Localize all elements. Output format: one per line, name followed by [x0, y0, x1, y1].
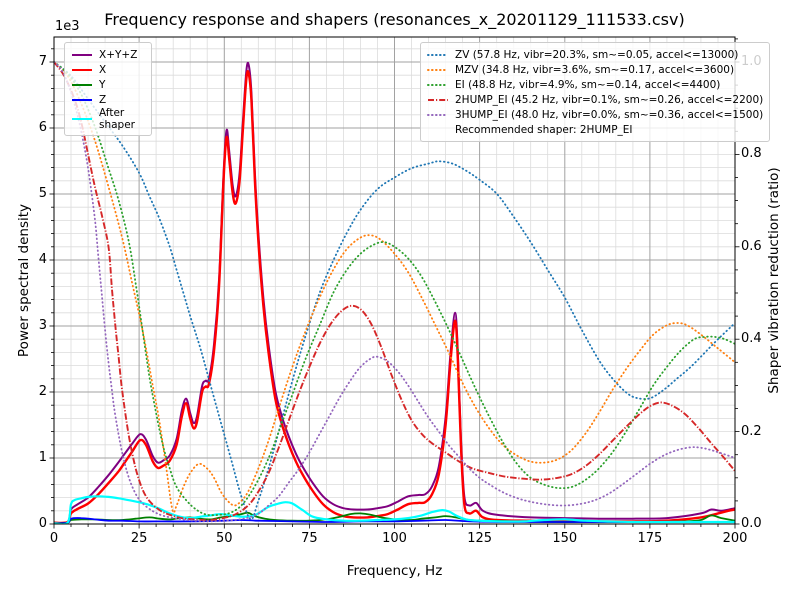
series-2hump-ei — [54, 61, 735, 522]
x-tick-label: 50 — [215, 531, 233, 546]
legend-line-swatch-icon — [72, 68, 92, 71]
y-left-tick-label: 5 — [38, 186, 47, 201]
x-tick-label: 25 — [130, 531, 148, 546]
legend-item: Z — [71, 92, 145, 107]
legend-line-swatch-icon — [427, 53, 449, 56]
legend-item-label: Z — [99, 93, 107, 106]
legend-line-swatch-icon — [427, 83, 449, 86]
legend-item-label: 3HUMP_EI (48.0 Hz, vibr=0.0%, sm~=0.36, … — [455, 108, 764, 121]
series-zv — [54, 61, 735, 521]
legend-item: ZV (57.8 Hz, vibr=20.3%, sm~=0.05, accel… — [427, 47, 763, 62]
legend-line-swatch-icon — [72, 53, 92, 56]
legend-line-swatch-icon — [427, 113, 449, 116]
legend-item: X — [71, 62, 145, 77]
legend-item: EI (48.8 Hz, vibr=4.9%, sm~=0.14, accel<… — [427, 77, 763, 92]
y-left-tick-label: 4 — [38, 252, 47, 267]
x-tick-label: 150 — [552, 531, 578, 546]
legend-shapers: ZV (57.8 Hz, vibr=20.3%, sm~=0.05, accel… — [420, 42, 771, 142]
series-after-shaper — [54, 495, 735, 524]
x-tick-label: 175 — [637, 531, 663, 546]
y-left-tick-label: 1 — [38, 450, 47, 465]
legend-item-label: EI (48.8 Hz, vibr=4.9%, sm~=0.14, accel<… — [455, 78, 721, 91]
legend-item: X+Y+Z — [71, 47, 145, 62]
x-tick-label: 125 — [467, 531, 493, 546]
y-right-tick-label: 0.6 — [741, 238, 762, 254]
legend-item: After shaper — [71, 107, 145, 131]
legend-line-swatch-icon — [72, 118, 92, 120]
x-tick-label: 0 — [49, 531, 59, 546]
y-left-tick-label: 7 — [38, 54, 47, 69]
legend-item-label: Y — [99, 78, 106, 91]
y-right-tick-label: 0.0 — [741, 516, 762, 531]
axis-ticks — [49, 38, 740, 529]
legend-item: 2HUMP_EI (45.2 Hz, vibr=0.1%, sm~=0.26, … — [427, 92, 763, 107]
series-z — [54, 517, 735, 524]
y-left-tick-label: 2 — [38, 384, 47, 399]
y-right-tick-label: 0.2 — [741, 423, 762, 439]
series-x — [54, 70, 735, 524]
legend-item-label: X+Y+Z — [99, 48, 138, 61]
y-right-tick-label: 0.4 — [741, 331, 762, 347]
x-tick-label: 75 — [301, 531, 318, 546]
x-tick-label: 200 — [722, 531, 748, 546]
y-right-tick-label: 0.8 — [741, 146, 762, 162]
curves — [54, 61, 735, 524]
legend-line-swatch-icon — [428, 98, 448, 101]
series-ei — [54, 61, 735, 517]
x-tick-label: 100 — [382, 531, 407, 546]
legend-item-label: X — [99, 63, 107, 76]
x-axis-label: Frequency, Hz — [346, 563, 443, 579]
legend-item-label: 2HUMP_EI (45.2 Hz, vibr=0.1%, sm~=0.26, … — [455, 93, 764, 106]
legend-item-label: Recommended shaper: 2HUMP_EI — [455, 123, 633, 136]
legend-psd: X+Y+Z X Y Z After shaper — [64, 42, 152, 136]
legend-item: Recommended shaper: 2HUMP_EI — [427, 122, 763, 137]
y-left-tick-label: 6 — [38, 120, 47, 135]
legend-item: 3HUMP_EI (48.0 Hz, vibr=0.0%, sm~=0.36, … — [427, 107, 763, 122]
legend-line-swatch-icon — [72, 83, 92, 86]
legend-item-label: ZV (57.8 Hz, vibr=20.3%, sm~=0.05, accel… — [455, 48, 739, 61]
legend-item: Y — [71, 77, 145, 92]
legend-line-swatch-icon — [427, 68, 449, 71]
y-left-tick-label: 0 — [38, 516, 47, 531]
y-left-tick-label: 3 — [38, 318, 47, 333]
legend-item: MZV (34.8 Hz, vibr=3.6%, sm~=0.17, accel… — [427, 62, 763, 77]
series-3hump-ei — [54, 61, 735, 523]
chart-title: Frequency response and shapers (resonanc… — [104, 10, 685, 29]
legend-item-label: After shaper — [99, 107, 136, 131]
legend-line-swatch-icon — [72, 98, 92, 101]
y-axis-offset-label: 1e3 — [55, 19, 80, 34]
legend-item-label: MZV (34.8 Hz, vibr=3.6%, sm~=0.17, accel… — [455, 63, 735, 76]
